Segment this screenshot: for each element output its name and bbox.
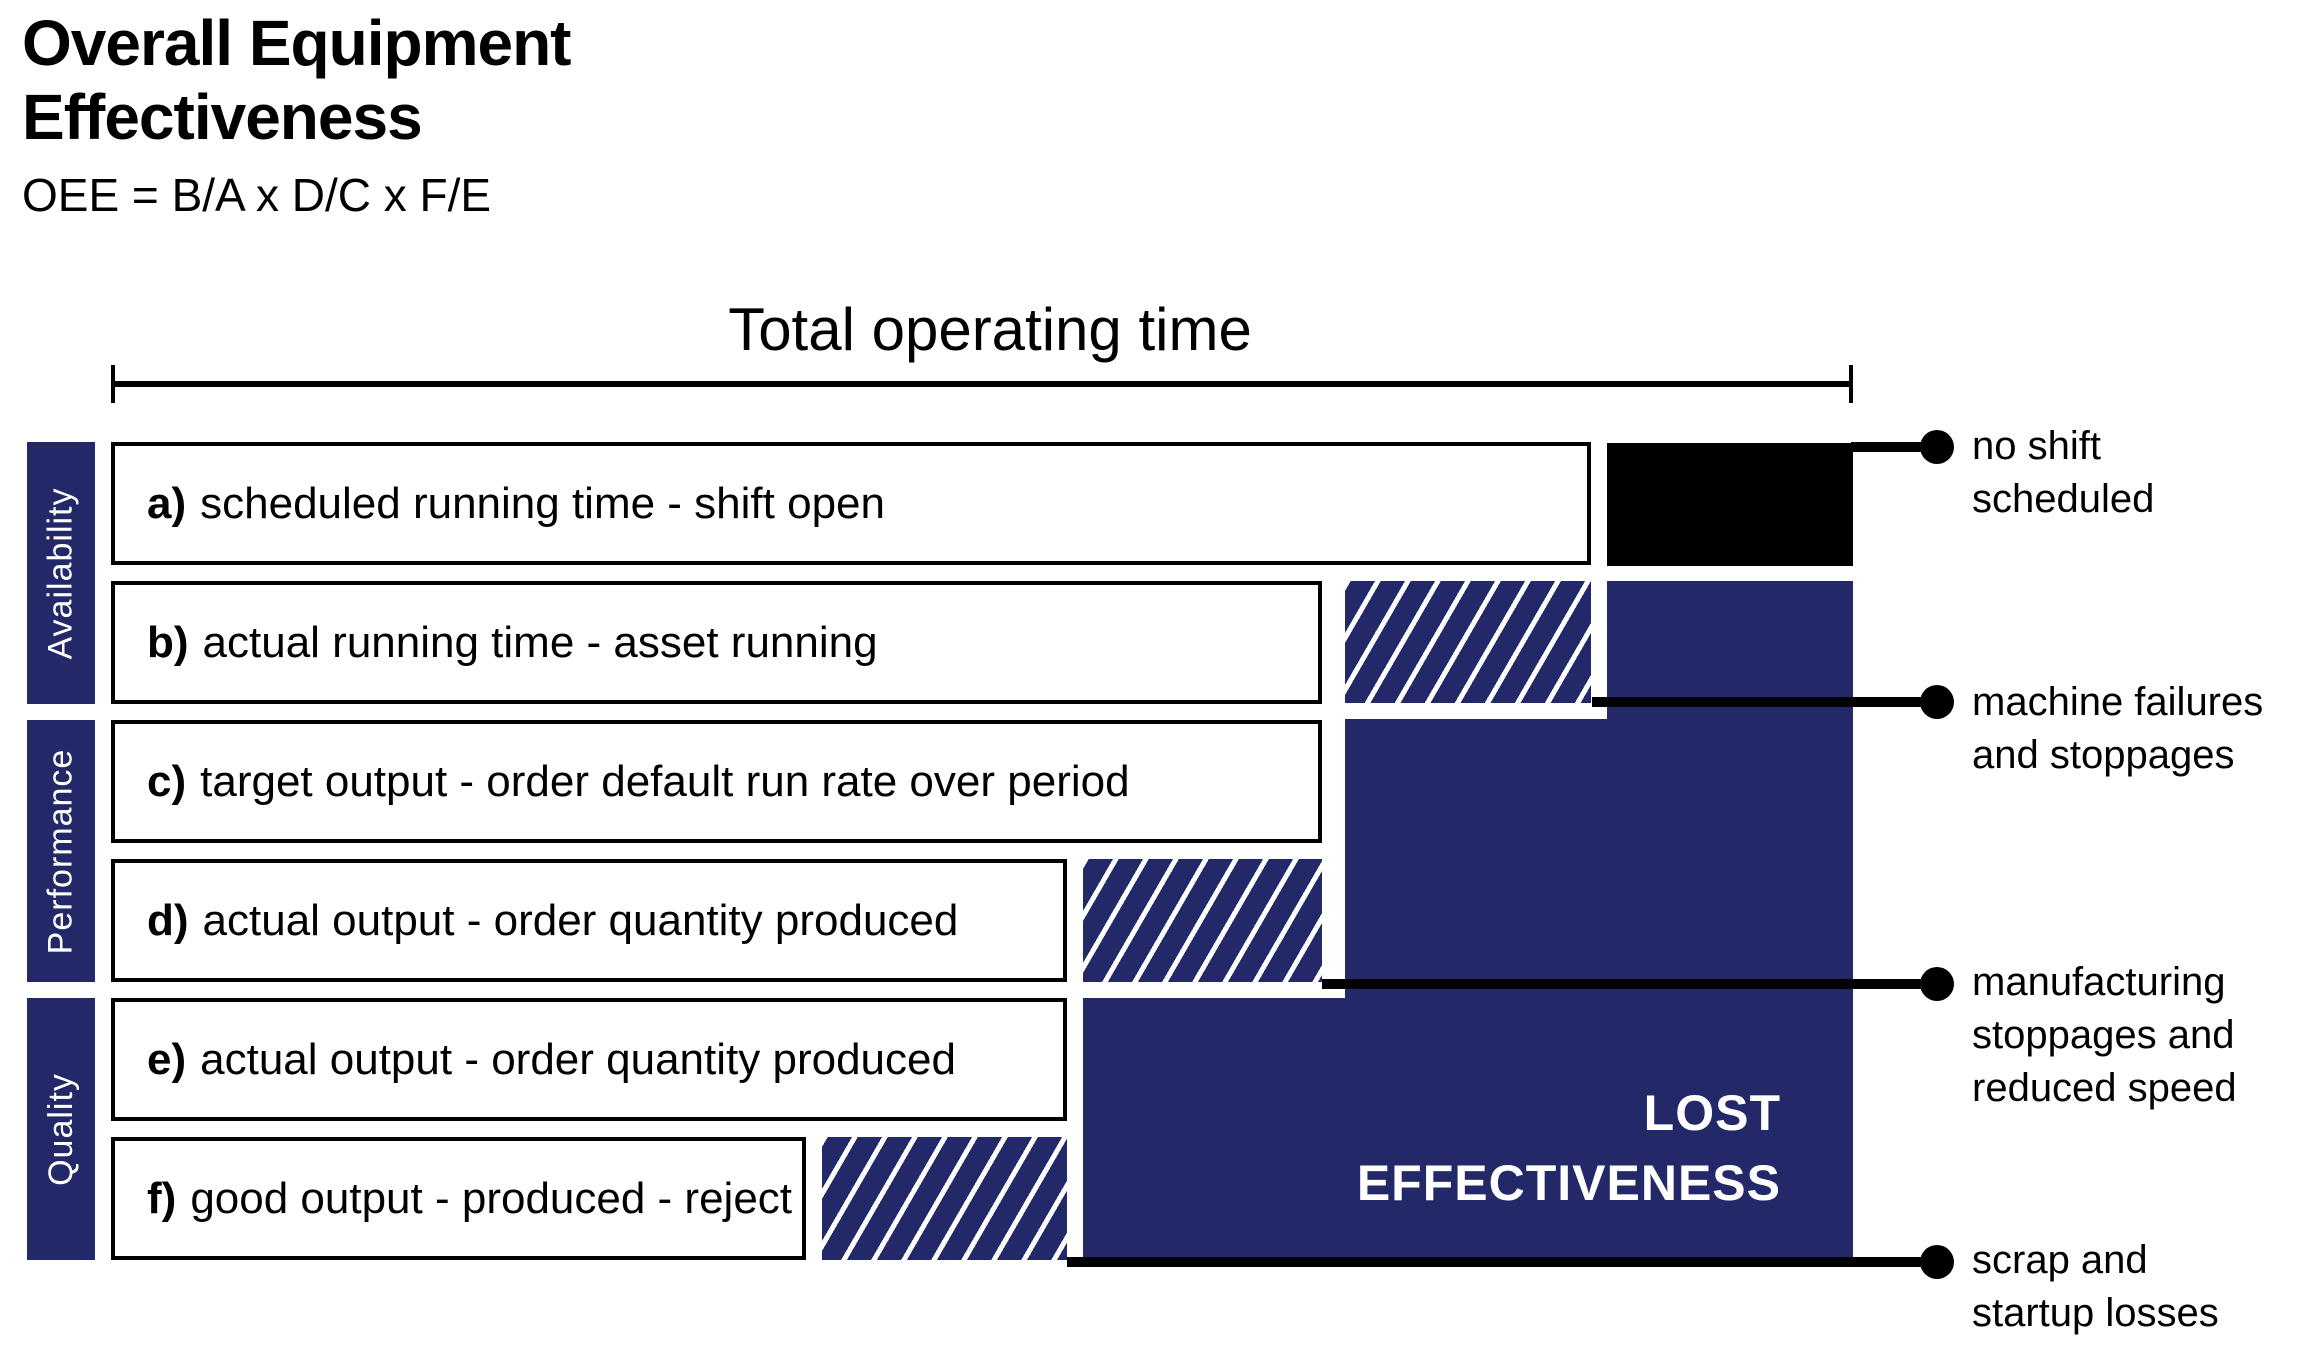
lost-label-line-2: EFFECTIVENESS [1356,1155,1781,1211]
row-a-label: scheduled running time - shift open [200,478,885,528]
row-e-prefix: e) [147,1034,187,1084]
quality-loss-hatch [822,1137,1067,1260]
callout-line-manufacturing-stoppages [1322,979,1937,989]
bracket-line [111,381,1853,387]
lost-label-line-1: LOST [1643,1085,1781,1141]
bracket-tick-right [1849,365,1853,403]
row-a-scheduled-running-time: a) scheduled running time - shift open [111,442,1591,565]
group-availability-label: Availability [41,486,80,660]
callout-dot-no-shift [1920,430,1954,464]
callout-dot-manufacturing-stoppages [1920,967,1954,1001]
callout-manufacturing-line-3: reduced speed [1972,1066,2237,1110]
page-title: Overall Equipment Effectiveness [22,6,571,154]
callout-scrap-line-2: startup losses [1972,1291,2219,1335]
row-b-actual-running-time: b) actual running time - asset running [111,581,1322,704]
page-title-line-2: Effectiveness [22,81,423,153]
row-e-label: actual output - order quantity produced [200,1034,956,1084]
callout-no-shift-line-1: no shift [1972,424,2101,468]
row-a-prefix: a) [147,478,187,528]
callout-scrap-line-1: scrap and [1972,1238,2148,1282]
callout-manufacturing-line-1: manufacturing [1972,960,2226,1004]
group-quality-label: Quality [41,1072,80,1186]
group-performance: Performance [27,720,95,982]
callout-dot-machine-failures [1920,685,1954,719]
total-operating-time-label: Total operating time [728,296,1252,363]
oee-formula: OEE = B/A x D/C x F/E [22,169,492,221]
callout-machine-failures-line-1: machine failures [1972,680,2264,724]
availability-loss-hatch [1345,581,1591,703]
lost-effectiveness-label: LOST EFFECTIVENESS [1200,1078,1781,1218]
callout-text-no-shift: no shift scheduled [1972,420,2154,526]
row-c-prefix: c) [147,756,187,806]
callout-dot-scrap [1920,1245,1954,1279]
page-title-line-1: Overall Equipment [22,7,571,79]
no-shift-block [1607,443,1853,566]
row-f-label: good output - produced - reject [190,1173,793,1223]
group-performance-label: Performance [41,748,80,954]
row-e-actual-output: e) actual output - order quantity produc… [111,998,1067,1121]
callout-machine-failures-line-2: and stoppages [1972,733,2235,777]
lost-region-step-3 [1083,998,1853,1258]
callout-text-manufacturing-stoppages: manufacturing stoppages and reduced spee… [1972,956,2237,1115]
callout-line-no-shift [1851,442,1937,452]
bracket-tick-left [111,365,115,403]
callout-text-machine-failures: machine failures and stoppages [1972,676,2263,782]
row-b-prefix: b) [147,617,189,667]
callout-line-scrap [1067,1257,1937,1267]
row-b-label: actual running time - asset running [202,617,878,667]
row-d-prefix: d) [147,895,189,945]
group-quality: Quality [27,998,95,1260]
row-c-target-output: c) target output - order default run rat… [111,720,1322,843]
row-c-label: target output - order default run rate o… [200,756,1130,806]
row-d-label: actual output - order quantity produced [202,895,959,945]
row-d-actual-output: d) actual output - order quantity produc… [111,859,1067,982]
callout-text-scrap: scrap and startup losses [1972,1234,2219,1340]
callout-no-shift-line-2: scheduled [1972,477,2155,521]
performance-loss-hatch [1083,859,1322,982]
callout-manufacturing-line-2: stoppages and [1972,1013,2235,1057]
row-f-good-output: f) good output - produced - reject [111,1137,806,1260]
callout-line-machine-failures [1592,697,1937,707]
row-f-prefix: f) [147,1173,177,1223]
group-availability: Availability [27,442,95,704]
